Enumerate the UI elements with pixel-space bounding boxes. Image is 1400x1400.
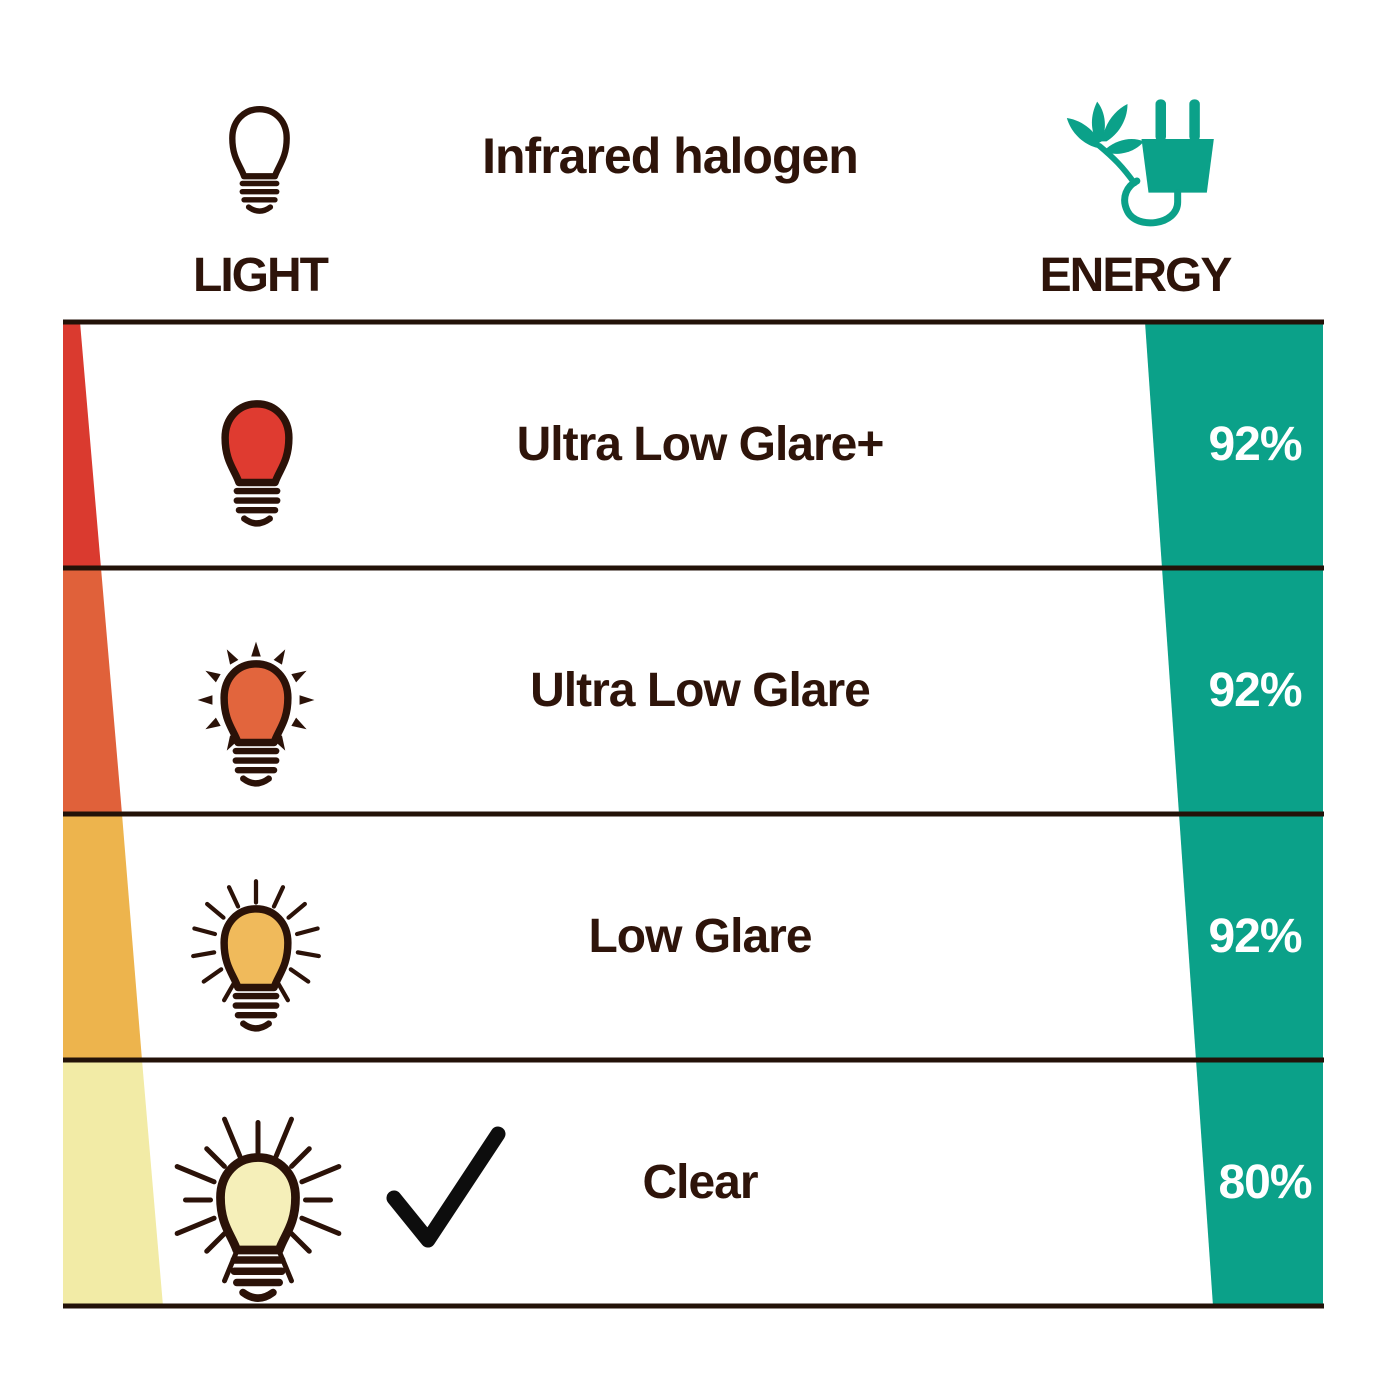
red-bulb-icon (221, 400, 293, 527)
table-row: Ultra Low Glare+ 92% (0, 322, 1400, 568)
energy-value: 92% (1208, 910, 1302, 963)
row-label: Ultra Low Glare+ (516, 418, 885, 471)
leaf-plug-icon (1066, 99, 1214, 227)
table-row: Low Glare 92% (0, 814, 1400, 1060)
energy-value: 92% (1208, 418, 1302, 471)
row-label: Clear (642, 1156, 758, 1209)
light-wedge-segment-2 (63, 568, 122, 814)
table-row: Ultra Low Glare 92% (0, 568, 1400, 814)
clear-bulb-rays-icon (174, 1116, 342, 1302)
energy-value: 92% (1208, 664, 1302, 717)
page-title: Infrared halogen (482, 128, 859, 184)
table-row: Clear 80% (0, 1060, 1400, 1306)
energy-column-label: ENERGY (1039, 249, 1233, 302)
row-label: Ultra Low Glare (530, 664, 871, 717)
checkmark-icon (386, 1126, 506, 1248)
bulb-outline-icon (229, 106, 290, 214)
light-wedge-segment-4 (63, 1060, 163, 1306)
light-wedge-segment-1 (63, 322, 101, 568)
row-label: Low Glare (588, 910, 812, 963)
orange-bulb-rays-icon (197, 641, 315, 787)
light-column-label: LIGHT (193, 249, 329, 302)
energy-value: 80% (1218, 1156, 1312, 1209)
amber-bulb-rays-icon (191, 879, 321, 1032)
light-wedge-segment-3 (63, 814, 142, 1060)
